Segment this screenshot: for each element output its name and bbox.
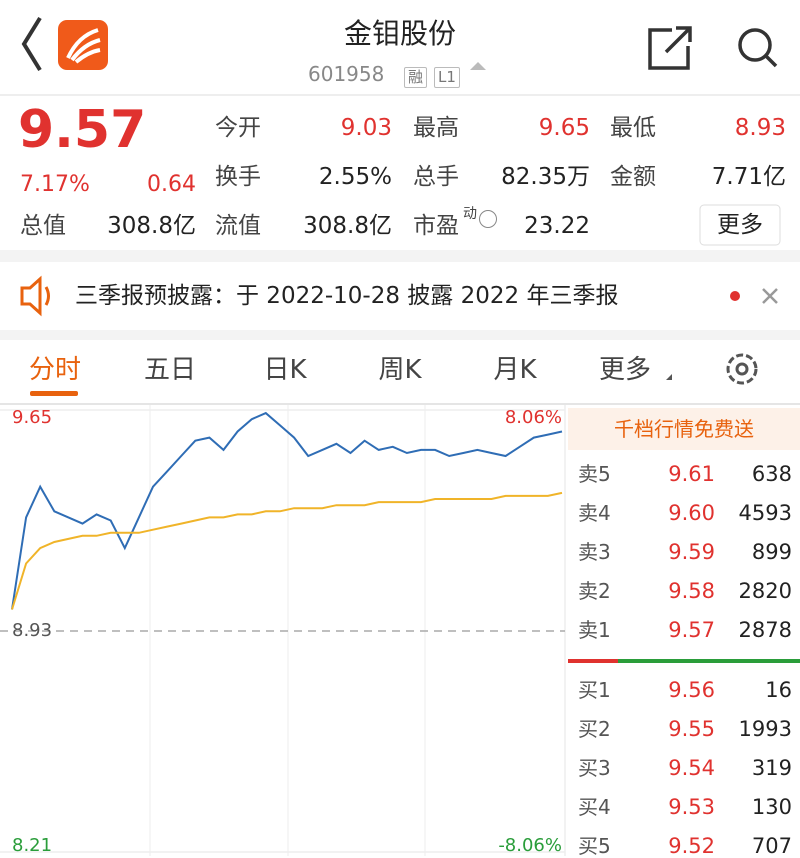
order-volume: 130 bbox=[751, 794, 792, 819]
order-price: 9.55 bbox=[668, 716, 715, 741]
order-price: 9.56 bbox=[668, 677, 715, 702]
dropdown-icon[interactable] bbox=[470, 62, 486, 70]
change-pct: 7.17% bbox=[20, 172, 90, 197]
order-label: 卖1 bbox=[578, 618, 611, 642]
field-label: 最高 bbox=[413, 114, 459, 141]
average-line bbox=[11, 491, 563, 610]
notice-text[interactable]: 三季报预披露：于 2022-10-28 披露 2022 年三季报 bbox=[75, 282, 619, 309]
badge: L1 bbox=[434, 66, 460, 88]
order-volume: 319 bbox=[751, 755, 792, 780]
tab-indicator bbox=[30, 391, 78, 396]
tab[interactable]: 日K bbox=[263, 355, 307, 385]
order-price: 9.53 bbox=[668, 794, 715, 819]
last-price: 9.57 bbox=[18, 100, 147, 160]
tab[interactable]: 周K bbox=[378, 355, 422, 385]
order-volume: 899 bbox=[751, 539, 792, 564]
order-volume: 638 bbox=[751, 461, 792, 486]
tab[interactable]: 分时 bbox=[28, 355, 81, 385]
field-label: 换手 bbox=[215, 163, 261, 190]
change: 0.64 bbox=[147, 172, 196, 197]
order-price: 9.60 bbox=[668, 500, 715, 525]
order-volume: 1993 bbox=[738, 716, 792, 741]
field-label-sup: 动 bbox=[463, 206, 477, 222]
info-icon[interactable] bbox=[479, 210, 497, 228]
order-label: 买4 bbox=[578, 795, 611, 819]
field-value: 23.22 bbox=[524, 212, 590, 239]
order-label: 买1 bbox=[578, 678, 611, 702]
order-volume: 16 bbox=[765, 677, 792, 702]
pct-label: -8.06% bbox=[498, 835, 562, 856]
more-button-frame[interactable] bbox=[699, 204, 781, 246]
field-value: 2.55% bbox=[318, 163, 392, 190]
field-value: 308.8亿 bbox=[107, 212, 196, 239]
field-value: 8.93 bbox=[734, 114, 786, 141]
field-label: 今开 bbox=[215, 114, 261, 141]
field-value: 308.8亿 bbox=[303, 212, 392, 239]
band bbox=[0, 330, 800, 340]
more-button[interactable]: 更多 bbox=[717, 211, 763, 238]
search-icon[interactable] bbox=[738, 28, 778, 68]
tab-more-arrow bbox=[666, 374, 672, 380]
order-volume: 4593 bbox=[738, 500, 792, 525]
order-label: 买2 bbox=[578, 717, 611, 741]
pct-label: 8.06% bbox=[505, 407, 562, 428]
order-volume: 2878 bbox=[738, 617, 792, 642]
tab[interactable]: 五日 bbox=[143, 355, 196, 385]
tab[interactable]: 更多 bbox=[598, 355, 651, 385]
order-volume: 2820 bbox=[738, 578, 792, 603]
field-label: 金额 bbox=[610, 163, 656, 190]
page-title: 金钼股份 bbox=[343, 17, 456, 50]
unread-dot bbox=[730, 291, 740, 301]
speaker-icon bbox=[20, 275, 50, 317]
share-icon[interactable] bbox=[648, 26, 692, 70]
order-label: 卖3 bbox=[578, 540, 611, 564]
order-volume: 707 bbox=[751, 833, 792, 858]
field-value: 9.03 bbox=[340, 114, 392, 141]
order-price: 9.57 bbox=[668, 617, 715, 642]
order-label: 卖2 bbox=[578, 579, 611, 603]
order-price: 9.54 bbox=[668, 755, 715, 780]
order-label: 卖5 bbox=[578, 462, 611, 486]
field-label: 流值 bbox=[215, 212, 261, 239]
ask-side-bar bbox=[568, 659, 618, 663]
field-value: 7.71亿 bbox=[711, 163, 786, 190]
order-label: 买5 bbox=[578, 834, 611, 858]
order-price: 9.58 bbox=[668, 578, 715, 603]
logo-mark bbox=[66, 28, 101, 64]
orderbook-title[interactable]: 千档行情免费送 bbox=[614, 417, 754, 441]
band bbox=[0, 250, 800, 262]
settings-icon[interactable] bbox=[726, 353, 758, 385]
field-label: 最低 bbox=[610, 114, 656, 141]
order-price: 9.61 bbox=[668, 461, 715, 486]
stock-code: 601958 bbox=[308, 62, 385, 86]
tab[interactable]: 月K bbox=[493, 355, 537, 385]
order-label: 买3 bbox=[578, 756, 611, 780]
orderbook-header-bg bbox=[568, 408, 800, 450]
field-label: 总值 bbox=[20, 212, 66, 239]
order-label: 卖4 bbox=[578, 501, 611, 525]
order-price: 9.59 bbox=[668, 539, 715, 564]
field-value: 82.35万 bbox=[501, 163, 590, 190]
y-tick-label: 9.65 bbox=[12, 407, 52, 428]
badge: 融 bbox=[404, 66, 428, 88]
bid-side-bar bbox=[618, 659, 800, 663]
field-label: 市盈 bbox=[413, 212, 459, 239]
back-icon[interactable] bbox=[21, 16, 42, 72]
y-tick-label: 8.93 bbox=[12, 620, 52, 641]
price-line bbox=[11, 411, 563, 610]
y-tick-label: 8.21 bbox=[12, 835, 52, 856]
order-price: 9.52 bbox=[668, 833, 715, 858]
field-label: 总手 bbox=[413, 163, 459, 190]
close-icon[interactable] bbox=[762, 288, 778, 304]
field-value: 9.65 bbox=[538, 114, 590, 141]
